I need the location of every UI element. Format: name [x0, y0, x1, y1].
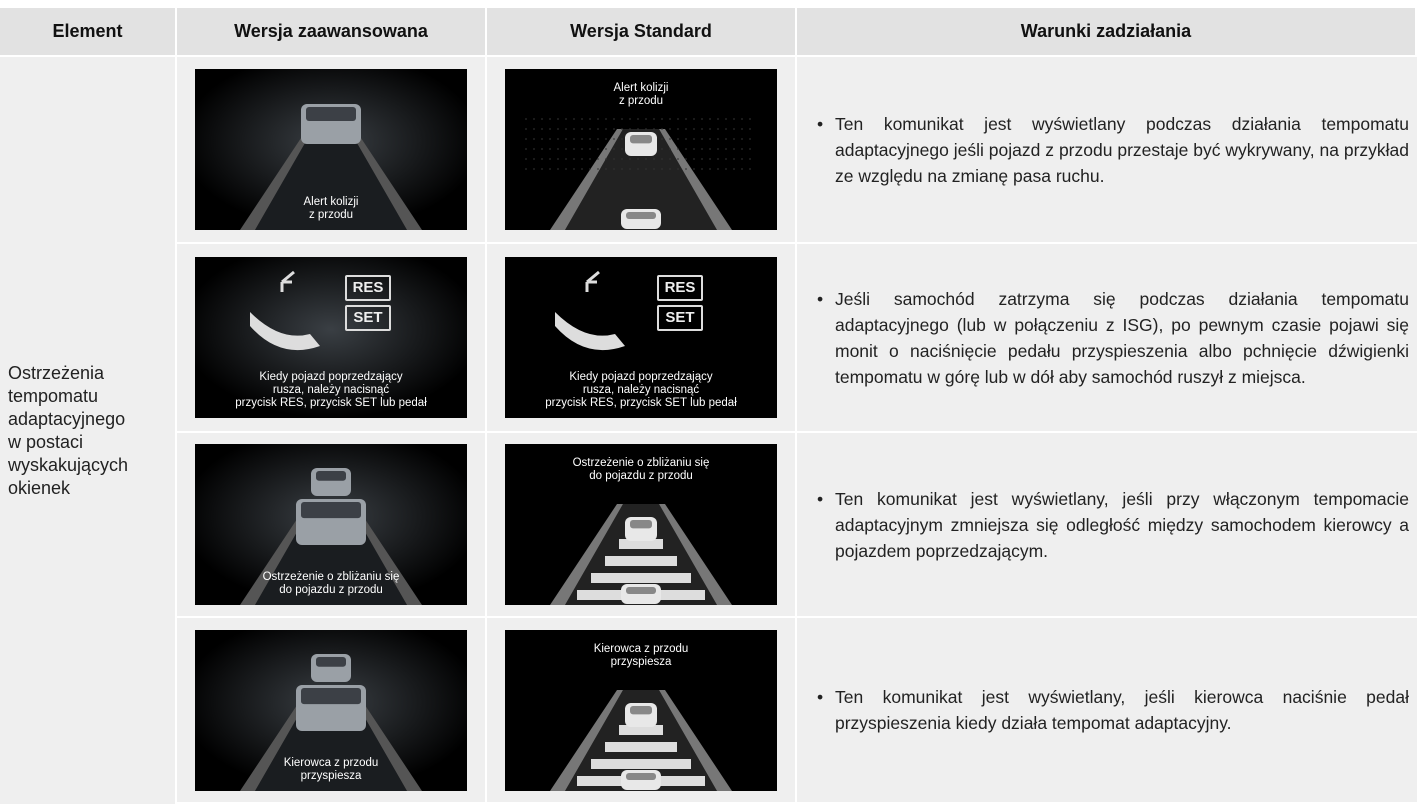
- description: Ten komunikat jest wyświetlany podczas d…: [817, 111, 1409, 189]
- standard-cell: Kiedy pojazd poprzedzający rusza, należy …: [487, 244, 795, 431]
- caption-line: przyspiesza: [300, 769, 362, 782]
- advanced-cell: Alert kolizji z przodu: [177, 57, 485, 242]
- caption-line: przycisk RES, przycisk SET lub pedał: [235, 397, 427, 409]
- caption-line: przycisk RES, przycisk SET lub pedał: [545, 397, 737, 409]
- caption-line: Kiedy pojazd poprzedzający: [569, 371, 713, 383]
- screen-art: [505, 69, 777, 230]
- caption: Alert kolizji z przodu: [505, 82, 777, 108]
- caption: Kierowca z przodu przyspiesza: [505, 643, 777, 669]
- screen: Kierowca z przodu przyspiesza: [505, 629, 777, 791]
- element-cell: Ostrzeżenia tempomatu adaptacyjnego w po…: [0, 57, 175, 804]
- screen-art: [195, 69, 467, 230]
- caption: Alert kolizji z przodu: [195, 196, 467, 222]
- caption-line: Ostrzeżenie o zbliżaniu się: [572, 457, 710, 469]
- screen: Alert kolizji z przodu: [195, 69, 467, 230]
- button-label: SET: [657, 305, 703, 331]
- advanced-cell: Ostrzeżenie o zbliżaniu się do pojazdu z …: [177, 433, 485, 616]
- description-cell: Ten komunikat jest wyświetlany, jeśli ki…: [797, 618, 1417, 802]
- screen-art: [195, 629, 467, 791]
- header-cell: Wersja zaawansowana: [177, 8, 485, 55]
- button-label: SET: [345, 305, 391, 331]
- caption-line: rusza, należy nacisnąć: [582, 384, 700, 396]
- screen: Ostrzeżenie o zbliżaniu się do pojazdu z …: [195, 444, 467, 605]
- screen-art: [505, 257, 777, 418]
- caption-line: rusza, należy nacisnąć: [272, 384, 390, 396]
- description-cell: Ten komunikat jest wyświetlany, jeśli pr…: [797, 433, 1417, 616]
- caption-line: Ostrzeżenie o zbliżaniu się: [262, 571, 400, 583]
- screen: Kiedy pojazd poprzedzający rusza, należy …: [195, 257, 467, 418]
- screen: Kiedy pojazd poprzedzający rusza, należy …: [505, 257, 777, 418]
- advanced-cell: Kiedy pojazd poprzedzający rusza, należy …: [177, 244, 485, 431]
- description: Jeśli samochód zatrzyma się podczas dzia…: [817, 286, 1409, 390]
- description-cell: Ten komunikat jest wyświetlany podczas d…: [797, 57, 1417, 242]
- button-label: RES: [657, 275, 703, 301]
- caption: Kiedy pojazd poprzedzający rusza, należy …: [195, 371, 467, 410]
- header-cell: Warunki zadziałania: [797, 8, 1415, 55]
- standard-cell: Kierowca z przodu przyspiesza: [487, 618, 795, 802]
- screen: Ostrzeżenie o zbliżaniu się do pojazdu z …: [505, 444, 777, 605]
- caption-line: Kierowca z przodu: [593, 642, 689, 655]
- screen: Kierowca z przodu przyspiesza: [195, 629, 467, 791]
- advanced-cell: Kierowca z przodu przyspiesza: [177, 618, 485, 802]
- header-cell: Element: [0, 8, 175, 55]
- screen-art: [195, 444, 467, 605]
- header-cell: Wersja Standard: [487, 8, 795, 55]
- caption-line: do pojazdu z przodu: [589, 470, 693, 482]
- caption: Kiedy pojazd poprzedzający rusza, należy …: [505, 371, 777, 410]
- standard-cell: Alert kolizji z przodu: [487, 57, 795, 242]
- caption-line: przyspiesza: [610, 655, 672, 668]
- caption-line: Kiedy pojazd poprzedzający: [259, 371, 403, 383]
- screen-art: [505, 629, 777, 791]
- description-cell: Jeśli samochód zatrzyma się podczas dzia…: [797, 244, 1417, 431]
- description: Ten komunikat jest wyświetlany, jeśli ki…: [817, 684, 1409, 736]
- caption-line: Alert kolizji: [613, 82, 669, 94]
- caption: Kierowca z przodu przyspiesza: [195, 757, 467, 783]
- caption-line: z przodu: [618, 95, 664, 107]
- caption-line: Alert kolizji: [303, 196, 359, 208]
- caption-line: Kierowca z przodu: [283, 756, 379, 769]
- screen: Alert kolizji z przodu: [505, 69, 777, 230]
- button-label: RES: [345, 275, 391, 301]
- caption-line: z przodu: [308, 209, 354, 221]
- caption: Ostrzeżenie o zbliżaniu się do pojazdu z …: [195, 571, 467, 597]
- screen-art: [195, 257, 467, 418]
- standard-cell: Ostrzeżenie o zbliżaniu się do pojazdu z …: [487, 433, 795, 616]
- caption: Ostrzeżenie o zbliżaniu się do pojazdu z …: [505, 457, 777, 483]
- screen-art: [505, 444, 777, 605]
- description: Ten komunikat jest wyświetlany, jeśli pr…: [817, 486, 1409, 564]
- caption-line: do pojazdu z przodu: [279, 584, 383, 596]
